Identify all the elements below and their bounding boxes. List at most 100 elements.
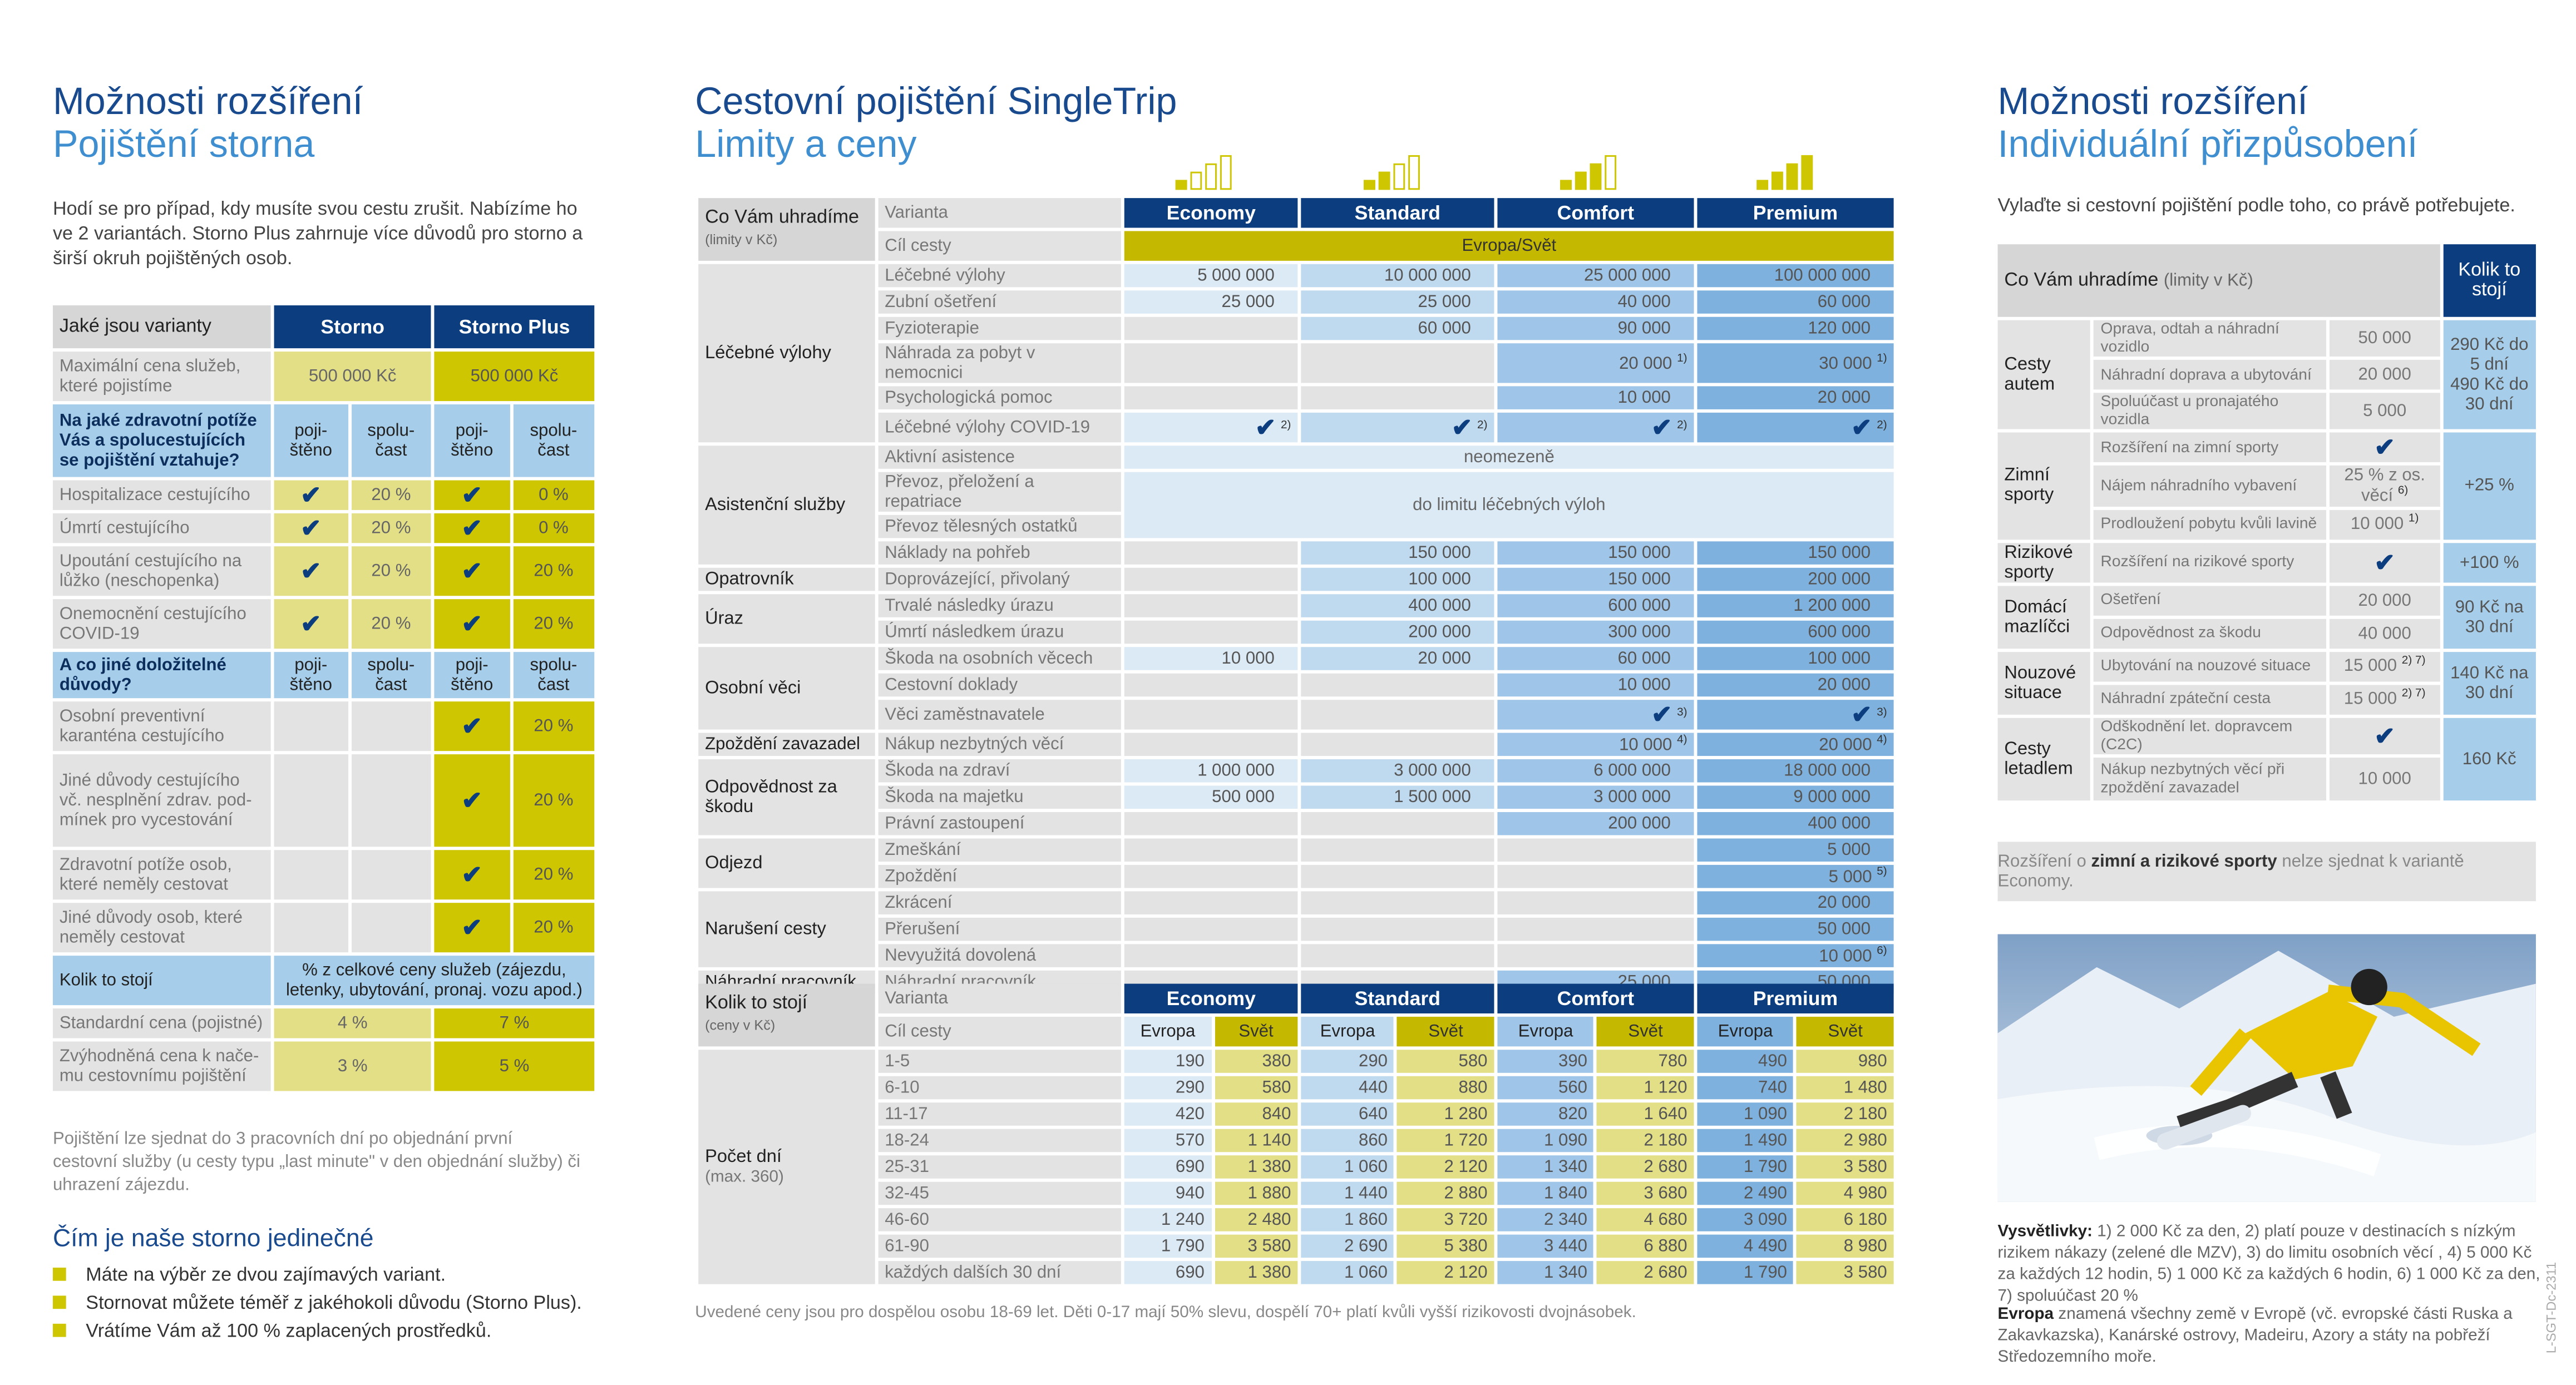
price-world: 3 680 xyxy=(1597,1181,1694,1205)
ext-group-name: Zimní sporty xyxy=(1997,432,2091,539)
price-world: 2 480 xyxy=(1214,1208,1298,1231)
ext-item-value: 20 000 xyxy=(2330,359,2440,390)
cell-premium: 5 000 xyxy=(1828,867,1872,887)
cost-note: % z celkové ceny služeb (zájezdu, letenk… xyxy=(274,956,595,1006)
group-opatrovnik: Opatrovník xyxy=(698,567,875,591)
price-europe: 640 xyxy=(1301,1102,1394,1126)
other-row-label: Zdravotní potíže osob, které neměly cest… xyxy=(52,850,271,900)
ext-group-price: 160 Kč xyxy=(2442,717,2536,800)
price-europe: 1 790 xyxy=(1124,1234,1211,1258)
price-world: 2 180 xyxy=(1597,1129,1694,1152)
price-world: 780 xyxy=(1597,1050,1694,1073)
price-europe: 440 xyxy=(1301,1076,1394,1100)
row-label: Věci zaměstnavatele xyxy=(878,700,1122,730)
cell-premium: 30 000 xyxy=(1819,353,1872,374)
price-europe: 290 xyxy=(1124,1076,1211,1100)
price-world: 1 640 xyxy=(1597,1102,1694,1126)
level-2-icon xyxy=(1364,155,1420,190)
share-value: 20 % xyxy=(351,513,431,543)
ext-item-value: 15 000 2) 7) xyxy=(2330,651,2440,681)
price-world: 580 xyxy=(1214,1076,1298,1100)
col-share: spolu- čast xyxy=(351,652,431,699)
share-value: 20 % xyxy=(512,701,595,751)
days-range: 25-31 xyxy=(878,1155,1122,1179)
bullet-square-icon xyxy=(52,1267,66,1281)
days-range: 11-17 xyxy=(878,1102,1122,1126)
cell-comfort: 60 000 xyxy=(1497,647,1694,670)
ext-item-value: 10 000 xyxy=(2330,756,2440,800)
share-value: 20 % xyxy=(351,480,431,510)
bullet-item: Máte na výběr ze dvou zajímavých variant… xyxy=(52,1263,598,1290)
checkmark-icon: ✔ xyxy=(434,754,510,847)
checkmark-icon: ✔ xyxy=(2374,434,2395,462)
ext-item-value: 40 000 xyxy=(2330,618,2440,648)
price-europe: 3 440 xyxy=(1497,1234,1594,1258)
max-price-label: Maximální cena služeb, které pojistíme xyxy=(52,352,271,402)
right-title: Možnosti rozšíření xyxy=(1997,79,2308,122)
right-subtitle: Individuální přizpůsobení xyxy=(1997,122,2418,165)
cost-storno-plus: 5 % xyxy=(434,1041,595,1091)
checkmark-icon: ✔ xyxy=(274,546,348,596)
price-europe: 2 490 xyxy=(1697,1181,1794,1205)
row-label: Náhrada za pobyt v nemocnici xyxy=(878,343,1122,383)
share-value: 20 % xyxy=(512,754,595,847)
cell-comfort: 300 000 xyxy=(1497,620,1694,644)
cell-comfort: 6 000 000 xyxy=(1497,759,1694,783)
price-footnote: Uvedené ceny jsou pro dospělou osobu 18-… xyxy=(695,1304,1636,1322)
price-world: 1 280 xyxy=(1397,1102,1494,1126)
other-question: A co jiné doložitelné důvody? xyxy=(52,652,271,699)
other-row-label: Jiné důvody cestujícího vč. nesplnění zd… xyxy=(52,754,271,847)
group-lecebne: Léčebné výlohy xyxy=(698,264,875,443)
variant-label: Varianta xyxy=(878,198,1122,228)
row-label: Nákup nezbytných věcí xyxy=(878,733,1122,756)
footnote-mark: 2) xyxy=(1281,420,1291,432)
ext-item-label: Nájem náhradního vybavení xyxy=(2094,465,2327,506)
group-asistencni: Asistenční služby xyxy=(698,446,875,565)
share-value: 20 % xyxy=(512,546,595,596)
checkmark-icon: ✔ xyxy=(1651,414,1672,443)
days-range: každých dalších 30 dní xyxy=(878,1261,1122,1284)
price-europe: 2 690 xyxy=(1301,1234,1394,1258)
ext-item-label: Nákup nezbytných věcí při zpoždění zavaz… xyxy=(2094,756,2327,800)
cost-storno-plus: 7 % xyxy=(434,1008,595,1038)
ext-item-value: ✔ xyxy=(2330,432,2440,462)
checkmark-icon: ✔ xyxy=(434,599,510,649)
price-europe: 490 xyxy=(1697,1050,1794,1073)
price-europe: 1 090 xyxy=(1697,1102,1794,1126)
ext-item-label: Odpovědnost za škodu xyxy=(2094,618,2327,648)
cell-premium: 400 000 xyxy=(1697,812,1894,835)
cell-premium: 100 000 000 xyxy=(1697,264,1894,288)
price-europe: 1 790 xyxy=(1697,1261,1794,1284)
cost-storno: 4 % xyxy=(274,1008,431,1038)
price-europe: 390 xyxy=(1497,1050,1594,1073)
checkmark-icon: ✔ xyxy=(434,903,510,953)
sports-note: Rozšíření o zimní a rizikové sporty nelz… xyxy=(1997,842,2536,902)
price-world: 580 xyxy=(1397,1050,1494,1073)
checkmark-icon: ✔ xyxy=(274,513,348,543)
price-world: 840 xyxy=(1214,1102,1298,1126)
days-range: 18-24 xyxy=(878,1129,1122,1152)
cell-comfort: 40 000 xyxy=(1497,290,1694,314)
row-label: Škoda na majetku xyxy=(878,785,1122,809)
left-subtitle: Pojištění storna xyxy=(52,122,315,165)
price-europe: 1 340 xyxy=(1497,1261,1594,1284)
ext-price-header: Kolik to stojí xyxy=(2442,244,2536,317)
variant-comfort: Comfort xyxy=(1497,198,1694,228)
ext-item-label: Náhradní zpáteční cesta xyxy=(2094,684,2327,714)
ext-group-name: Cesty letadlem xyxy=(1997,717,2091,800)
level-4-icon xyxy=(1756,155,1813,190)
share-value: 20 % xyxy=(512,599,595,649)
group-naruseni: Narušení cesty xyxy=(698,891,875,967)
price-header: Kolik to stojí xyxy=(705,993,808,1013)
ext-group-price: 140 Kč na 30 dní xyxy=(2442,651,2536,714)
ext-item-value: 20 000 xyxy=(2330,585,2440,615)
cell-premium: 120 000 xyxy=(1697,316,1894,340)
cell-standard: 1 500 000 xyxy=(1301,785,1494,809)
price-world: 2 980 xyxy=(1797,1129,1894,1152)
bullet-item: Stornovat můžete téměř z jakéhokoli důvo… xyxy=(52,1291,598,1319)
cell-standard: 3 000 000 xyxy=(1301,759,1494,783)
checkmark-icon: ✔ xyxy=(434,850,510,900)
price-europe: 860 xyxy=(1301,1129,1394,1152)
col-insured: poji- štěno xyxy=(434,652,510,699)
footnote-mark: 3) xyxy=(1877,707,1887,719)
